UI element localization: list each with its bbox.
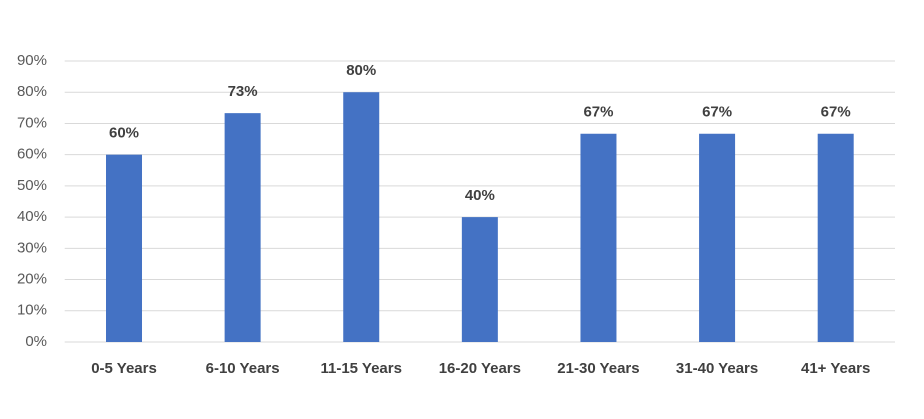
y-tick-label: 30% xyxy=(17,239,47,256)
y-tick-label: 80% xyxy=(17,83,47,100)
bar xyxy=(106,154,143,342)
x-tick-label: 31-40 Years xyxy=(676,360,758,377)
y-tick-label: 10% xyxy=(17,302,47,319)
bar xyxy=(580,133,617,342)
y-tick-label: 50% xyxy=(17,177,47,194)
x-tick-label: 11-15 Years xyxy=(320,360,401,377)
x-tick-label: 16-20 Years xyxy=(439,360,521,377)
value-label: 40% xyxy=(465,187,495,204)
x-tick-label: 0-5 Years xyxy=(91,360,157,377)
value-label: 60% xyxy=(109,125,139,142)
bar xyxy=(461,217,498,342)
y-tick-label: 60% xyxy=(17,146,47,163)
value-label: 67% xyxy=(821,104,851,121)
value-label: 80% xyxy=(346,62,376,79)
bar xyxy=(699,133,736,342)
y-tick-label: 0% xyxy=(25,333,47,350)
x-tick-label: 41+ Years xyxy=(801,360,870,377)
x-tick-label: 21-30 Years xyxy=(557,360,639,377)
value-label: 73% xyxy=(228,83,258,100)
y-tick-label: 70% xyxy=(17,114,47,131)
bar xyxy=(343,92,380,342)
bar xyxy=(224,113,261,342)
y-tick-label: 90% xyxy=(17,52,47,69)
y-tick-label: 40% xyxy=(17,208,47,225)
x-tick-label: 6-10 Years xyxy=(206,360,280,377)
value-label: 67% xyxy=(583,104,613,121)
value-label: 67% xyxy=(702,104,732,121)
y-tick-label: 20% xyxy=(17,271,47,288)
bar xyxy=(817,133,854,342)
